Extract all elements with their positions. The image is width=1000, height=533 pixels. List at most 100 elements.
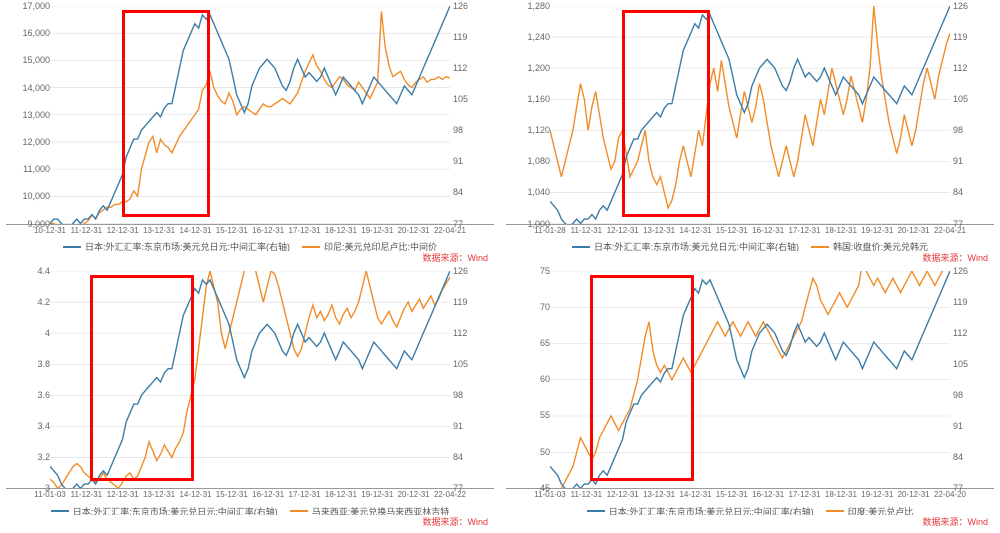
legend-label: 马来西亚:美元兑换马来西亚林吉特 <box>312 505 450 516</box>
y-tick-left: 11,000 <box>6 164 50 174</box>
x-tick: 11-01-28 <box>534 226 565 235</box>
y-tick-right: 112 <box>453 328 497 338</box>
x-axis: 11-01-2811-12-3112-12-3113-12-3114-12-31… <box>550 225 950 239</box>
x-tick: 16-12-31 <box>752 490 784 499</box>
y-tick-left: 4 <box>6 328 50 338</box>
panel-bottom-left: 33.23.43.63.844.24.477849198105112119126… <box>6 271 494 528</box>
x-tick: 11-12-31 <box>571 226 602 235</box>
y-tick-left: 4.2 <box>6 297 50 307</box>
y-tick-left: 10,000 <box>6 191 50 201</box>
data-source: 数据来源：Wind <box>506 515 994 527</box>
y-tick-left: 17,000 <box>6 1 50 11</box>
x-axis: 10-12-3111-12-3112-12-3113-12-3114-12-31… <box>50 225 450 239</box>
x-tick: 15-12-31 <box>716 226 748 235</box>
y-tick-right: 112 <box>953 328 997 338</box>
legend-item: 日本:外汇汇率:东京市场:美元兑日元:中间汇率(右轴) <box>587 505 814 516</box>
x-tick: 18-12-31 <box>325 490 357 499</box>
y-axis-right: 77849198105112119126 <box>450 6 494 224</box>
y-tick-left: 60 <box>506 374 550 384</box>
x-tick: 12-12-31 <box>107 490 139 499</box>
y-tick-left: 70 <box>506 302 550 312</box>
y-tick-right: 119 <box>953 297 997 307</box>
x-tick: 14-12-31 <box>679 226 711 235</box>
y-tick-left: 50 <box>506 447 550 457</box>
x-tick: 17-12-31 <box>789 226 821 235</box>
x-tick: 19-12-31 <box>861 226 893 235</box>
legend-swatch <box>826 510 844 512</box>
legend-item: 印度:美元兑卢比 <box>826 505 914 516</box>
y-tick-left: 1,120 <box>506 125 550 135</box>
y-tick-right: 98 <box>953 125 997 135</box>
y-tick-right: 105 <box>453 94 497 104</box>
x-tick: 18-12-31 <box>825 490 857 499</box>
y-tick-left: 55 <box>506 410 550 420</box>
x-tick: 15-12-31 <box>216 226 248 235</box>
y-tick-right: 84 <box>953 187 997 197</box>
data-source: 数据来源：Wind <box>506 251 994 263</box>
x-tick: 22-04-21 <box>434 226 466 235</box>
x-tick: 15-12-31 <box>716 490 748 499</box>
legend: 日本:外汇汇率:东京市场:美元兑日元:中间汇率(右轴) 印度:美元兑卢比 <box>506 503 994 515</box>
y-tick-right: 112 <box>453 63 497 73</box>
data-source: 数据来源：Wind <box>6 515 494 527</box>
y-tick-right: 84 <box>453 187 497 197</box>
x-tick: 22-04-21 <box>934 226 966 235</box>
legend-item: 印尼:美元兑印尼卢比:中间价 <box>302 240 437 251</box>
x-tick: 19-12-31 <box>861 490 893 499</box>
panel-top-right: 1,0001,0401,0801,1201,1601,2001,2401,280… <box>506 6 994 263</box>
x-tick: 11-01-03 <box>534 490 565 499</box>
panel-bottom-right: 455055606570757784919810511211912611-01-… <box>506 271 994 528</box>
y-tick-left: 1,040 <box>506 187 550 197</box>
x-tick: 14-12-31 <box>679 490 711 499</box>
chart-svg <box>50 6 450 224</box>
y-tick-left: 15,000 <box>6 55 50 65</box>
legend-swatch <box>572 246 590 248</box>
y-tick-right: 119 <box>453 32 497 42</box>
x-tick: 11-12-31 <box>71 490 102 499</box>
y-tick-left: 1,160 <box>506 94 550 104</box>
y-tick-left: 65 <box>506 338 550 348</box>
y-axis-left: 45505560657075 <box>506 271 550 489</box>
y-tick-left: 1,280 <box>506 1 550 11</box>
y-axis-left: 33.23.43.63.844.24.4 <box>6 271 50 489</box>
y-tick-right: 126 <box>953 266 997 276</box>
series-2-line <box>550 6 950 208</box>
legend-item: 马来西亚:美元兑换马来西亚林吉特 <box>290 505 450 516</box>
y-tick-left: 1,080 <box>506 156 550 166</box>
x-tick: 16-12-31 <box>252 490 284 499</box>
y-tick-right: 84 <box>953 452 997 462</box>
legend-label: 日本:外汇汇率:东京市场:美元兑日元:中间汇率(右轴) <box>609 505 814 516</box>
y-axis-right: 77849198105112119126 <box>950 6 994 224</box>
legend: 日本:外汇汇率:东京市场:美元兑日元:中间汇率(右轴)马来西亚:美元兑换马来西亚… <box>6 503 494 515</box>
x-tick: 13-12-31 <box>643 226 675 235</box>
y-tick-right: 105 <box>953 359 997 369</box>
y-tick-right: 98 <box>453 125 497 135</box>
x-tick: 13-12-31 <box>143 490 175 499</box>
chart-svg <box>550 6 950 224</box>
x-tick: 19-12-31 <box>361 490 393 499</box>
y-tick-left: 13,000 <box>6 110 50 120</box>
chart-grid: 9,00010,00011,00012,00013,00014,00015,00… <box>6 6 994 527</box>
series-2-line <box>50 271 450 489</box>
legend-swatch <box>811 246 829 248</box>
x-axis: 11-01-0311-12-3112-12-3113-12-3114-12-31… <box>50 489 450 503</box>
y-tick-right: 91 <box>953 421 997 431</box>
y-tick-right: 98 <box>453 390 497 400</box>
y-tick-left: 3.6 <box>6 390 50 400</box>
chart-svg <box>550 271 950 489</box>
plot-area: 9,00010,00011,00012,00013,00014,00015,00… <box>6 6 494 225</box>
y-tick-left: 75 <box>506 266 550 276</box>
y-tick-left: 1,200 <box>506 63 550 73</box>
y-tick-left: 1,240 <box>506 32 550 42</box>
y-tick-right: 84 <box>453 452 497 462</box>
x-tick: 10-12-31 <box>34 226 66 235</box>
y-tick-right: 119 <box>953 32 997 42</box>
x-tick: 22-04-22 <box>434 490 466 499</box>
x-tick: 20-12-31 <box>898 490 930 499</box>
x-tick: 11-01-03 <box>34 490 65 499</box>
y-tick-right: 91 <box>453 156 497 166</box>
panel-top-left: 9,00010,00011,00012,00013,00014,00015,00… <box>6 6 494 263</box>
legend-item: 韩国:收盘价:美元兑韩元 <box>811 240 928 251</box>
y-tick-right: 126 <box>453 1 497 11</box>
x-tick: 17-12-31 <box>289 226 321 235</box>
